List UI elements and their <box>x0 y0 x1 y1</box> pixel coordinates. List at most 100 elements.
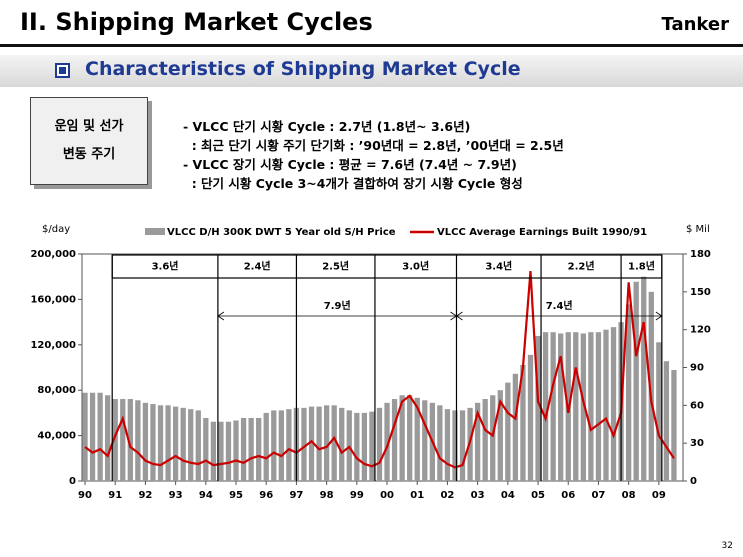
box-line: 운임 및 선가 <box>54 119 124 134</box>
y2-tick-label: 0 <box>690 476 697 487</box>
cycle-label: 1.8년 <box>628 260 655 273</box>
x-tick-label: 93 <box>169 490 183 501</box>
cycle-label: 2.4년 <box>244 260 271 273</box>
section-title: Characteristics of Shipping Market Cycle <box>85 58 521 80</box>
bar <box>301 407 307 481</box>
bar <box>595 332 602 481</box>
bar <box>135 400 141 481</box>
bullets: - VLCC 단기 시황 Cycle : 2.7년 (1.8년~ 3.6년) :… <box>183 98 564 193</box>
bar <box>188 409 194 481</box>
bar <box>497 390 503 481</box>
bar <box>580 333 586 481</box>
y2-tick-label: 30 <box>690 438 704 449</box>
y-tick-label: 80,000 <box>37 385 76 396</box>
bar <box>172 406 179 481</box>
bar <box>633 281 639 481</box>
y2-tick-label: 120 <box>690 325 711 336</box>
bar <box>490 395 496 481</box>
bar <box>218 421 224 481</box>
bar <box>240 417 247 481</box>
bar <box>444 409 451 481</box>
cycle-label: 3.4년 <box>485 260 512 273</box>
bar <box>384 402 390 481</box>
header-rule <box>0 44 743 47</box>
bar <box>459 410 466 481</box>
bar <box>422 400 428 481</box>
bar <box>97 392 103 481</box>
bullet: - VLCC 장기 시황 Cycle : 평균 = 7.6년 (7.4년 ~ 7… <box>183 157 517 172</box>
bar <box>369 411 375 481</box>
y2-tick-label: 90 <box>690 363 704 374</box>
arrow-head <box>455 311 663 321</box>
cycle-label: 2.2년 <box>568 260 595 273</box>
bullet: : 단기 시황 Cycle 3~4개가 결합하여 장기 시황 Cycle 형성 <box>183 176 523 191</box>
x-tick-label: 00 <box>380 490 394 501</box>
y-axis-label: $/day <box>42 224 70 235</box>
legend-label: VLCC D/H 300K DWT 5 Year old S/H Price <box>167 227 396 238</box>
x-tick-label: 98 <box>320 490 334 501</box>
bar <box>527 354 534 481</box>
x-tick-label: 06 <box>561 490 575 501</box>
x-tick-label: 07 <box>591 490 605 501</box>
bar <box>512 373 519 481</box>
bar <box>663 361 670 481</box>
y2-axis-label: $ Mil <box>686 224 710 235</box>
bar <box>603 329 609 481</box>
bar <box>112 399 118 481</box>
bar <box>354 412 360 481</box>
bar <box>573 332 579 481</box>
bar <box>82 392 88 481</box>
bar <box>482 399 488 481</box>
bar <box>656 342 662 481</box>
bar <box>361 412 368 481</box>
bar <box>558 333 564 481</box>
bar <box>648 291 654 481</box>
label-box: 운임 및 선가 변동 주기 <box>30 97 148 185</box>
bar <box>142 402 149 481</box>
x-tick-label: 01 <box>410 490 424 501</box>
legend-swatch <box>145 228 165 235</box>
bar <box>89 392 96 481</box>
bar <box>263 412 269 481</box>
y-tick-label: 160,000 <box>30 294 76 305</box>
bar <box>641 276 647 481</box>
section-band <box>0 55 743 87</box>
bar <box>391 399 398 481</box>
bar <box>505 382 511 481</box>
bar <box>203 417 209 481</box>
bar <box>414 397 420 481</box>
slide-title: II. Shipping Market Cycles <box>20 8 373 36</box>
bar <box>157 405 164 481</box>
x-tick-label: 03 <box>471 490 485 501</box>
x-tick-label: 90 <box>78 490 92 501</box>
bar <box>535 335 541 481</box>
bar <box>376 407 383 481</box>
x-tick-label: 94 <box>199 490 213 501</box>
long-cycle-label: 7.9년 <box>324 299 351 312</box>
bullet: - VLCC 단기 시황 Cycle : 2.7년 (1.8년~ 3.6년) <box>183 119 471 134</box>
bar <box>625 304 632 481</box>
bar <box>331 405 337 481</box>
bar <box>120 399 126 481</box>
bar <box>150 404 156 481</box>
bar <box>474 402 481 481</box>
x-tick-label: 04 <box>501 490 515 501</box>
bar <box>437 405 443 481</box>
y-tick-label: 120,000 <box>30 340 76 351</box>
long-cycle-label: 7.4년 <box>546 299 573 312</box>
bar <box>542 332 549 481</box>
cycle-label: 3.0년 <box>402 260 429 273</box>
bar <box>588 332 594 481</box>
bar <box>452 410 458 481</box>
x-tick-label: 97 <box>289 490 303 501</box>
x-tick-label: 02 <box>440 490 454 501</box>
bar <box>195 410 201 481</box>
bar <box>308 406 315 481</box>
line <box>84 270 675 469</box>
y2-tick-label: 150 <box>690 287 711 298</box>
page-number: 32 <box>721 541 733 551</box>
bar <box>610 327 617 481</box>
bar <box>165 405 171 481</box>
slide-tag: Tanker <box>661 14 730 35</box>
